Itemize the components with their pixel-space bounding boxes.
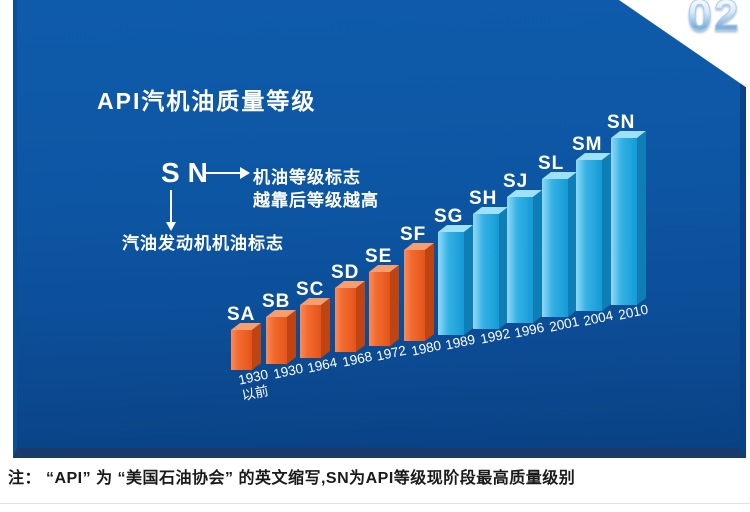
bar-sa xyxy=(231,330,252,370)
bar-year-sa: 1930 以前 xyxy=(237,366,270,403)
bar-sd xyxy=(335,288,356,352)
bar-label-sc: SC xyxy=(296,278,325,300)
bar-sm xyxy=(576,160,602,311)
bar-sf-side-face xyxy=(425,242,434,341)
bar-sg-side-face xyxy=(464,224,473,335)
footnote-text: 注： “API” 为 “美国石油协会” 的英文缩写,SN为API等级现阶段最高质… xyxy=(8,470,576,487)
arrow-right-icon xyxy=(240,167,250,179)
bar-se-side-face xyxy=(390,264,399,346)
bar-sn xyxy=(611,138,637,305)
engine-mark-label: 汽油发动机机油标志 xyxy=(122,234,284,253)
bar-sj xyxy=(507,197,533,323)
bar-sn-side-face xyxy=(637,130,646,305)
bar-label-sd: SD xyxy=(331,261,360,283)
bar-sj-side-face xyxy=(533,189,542,323)
bar-label-sf: SF xyxy=(400,223,427,245)
bar-sg xyxy=(438,232,464,335)
bar-sb xyxy=(266,317,287,364)
bar-label-sh: SH xyxy=(469,187,498,209)
bar-sc-side-face xyxy=(321,297,330,358)
arrow-down-icon xyxy=(166,222,176,231)
section-number-badge: 02 xyxy=(678,0,750,40)
bar-sc xyxy=(300,305,321,358)
bar-chart: SA 1930 以前 SB 1930 SC 1964 SD 1968 SE 1972 SF 1980 SG… xyxy=(227,111,646,403)
arrow-line-horizontal xyxy=(206,172,240,174)
bar-sd-side-face xyxy=(356,280,365,352)
grade-order-label: 越靠后等级越高 xyxy=(253,191,379,210)
bar-label-sm: SM xyxy=(572,133,603,155)
bar-sm-side-face xyxy=(602,152,611,311)
bar-label-sa: SA xyxy=(227,303,256,325)
bar-sl xyxy=(542,179,568,317)
bar-se xyxy=(369,272,390,346)
bar-label-sg: SG xyxy=(434,205,464,227)
bar-label-sb: SB xyxy=(262,290,291,312)
page-title: API汽机油质量等级 xyxy=(97,88,317,114)
bar-sf xyxy=(404,250,425,341)
bottom-divider xyxy=(0,503,750,504)
bar-sa-side-face xyxy=(252,322,261,370)
bar-sb-side-face xyxy=(287,309,296,364)
grade-mark-label: 机油等级标志 xyxy=(253,168,361,187)
bar-label-sl: SL xyxy=(538,152,565,174)
arrow-line-vertical xyxy=(170,190,172,223)
bar-label-se: SE xyxy=(365,245,393,267)
bar-label-sn: SN xyxy=(607,111,636,133)
grade-example-text: SN xyxy=(161,157,216,188)
bar-label-sj: SJ xyxy=(503,170,529,192)
bar-sh xyxy=(473,214,499,329)
